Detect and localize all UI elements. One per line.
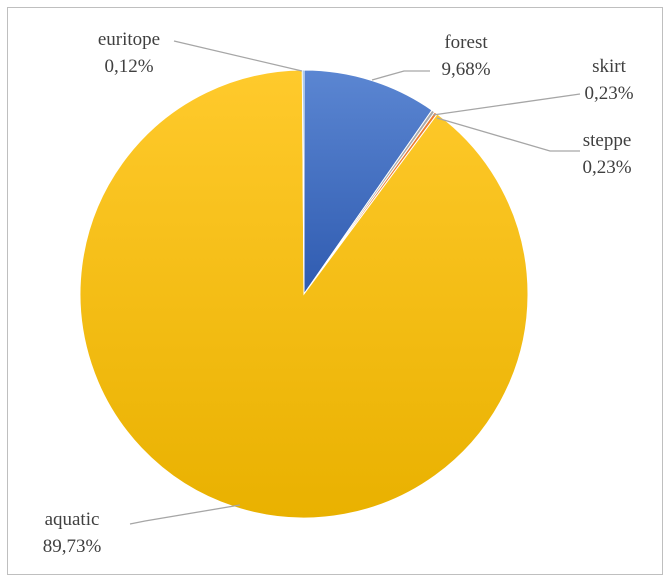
label-value-steppe: 0,23%: [582, 157, 631, 178]
leader-lines: [129, 40, 581, 525]
pie-slices: [79, 69, 529, 519]
leader-line-steppe: [436, 117, 580, 152]
leader-line-aquatic: [129, 504, 241, 525]
label-name-euritope: euritope: [98, 29, 160, 50]
label-value-forest: 9,68%: [441, 59, 490, 80]
data-labels: euritope 0,12% forest 9,68% skirt 0,23% …: [43, 29, 634, 557]
pie-slice-forest: [303, 69, 433, 296]
label-name-steppe: steppe: [583, 130, 632, 151]
leader-line-skirt: [432, 93, 581, 116]
pie-slice-euritope: [301, 69, 305, 295]
label-value-aquatic: 89,73%: [43, 536, 102, 557]
label-name-forest: forest: [444, 32, 488, 53]
leader-line-euritope: [173, 40, 303, 72]
label-name-skirt: skirt: [592, 56, 627, 77]
label-value-skirt: 0,23%: [584, 83, 633, 104]
label-name-aquatic: aquatic: [45, 509, 100, 530]
leader-line-forest: [371, 70, 430, 81]
label-value-euritope: 0,12%: [104, 56, 153, 77]
